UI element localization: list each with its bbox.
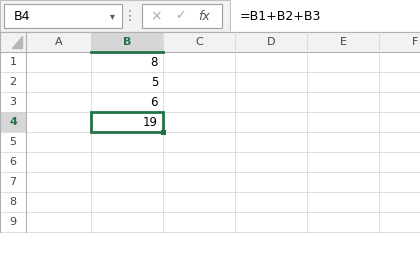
Text: F: F (412, 37, 418, 47)
Text: 9: 9 (9, 217, 16, 227)
Bar (0, 0, 420, 32)
Bar (91, 32, 163, 52)
Text: 8: 8 (9, 197, 16, 207)
Text: 2: 2 (9, 77, 16, 87)
Text: 19: 19 (143, 116, 158, 128)
Text: A: A (55, 37, 62, 47)
Bar (231, 0, 420, 32)
Text: ⋮: ⋮ (123, 9, 137, 23)
Bar (0, 0, 420, 32)
Bar (160, 130, 165, 134)
Text: B: B (123, 37, 131, 47)
Text: 5: 5 (10, 137, 16, 147)
Text: ▾: ▾ (110, 11, 114, 21)
Bar (0, 112, 26, 132)
Text: 5: 5 (151, 76, 158, 88)
Text: 1: 1 (10, 57, 16, 67)
Text: ×: × (150, 9, 162, 23)
Text: 6: 6 (150, 95, 158, 109)
Bar (0, 32, 420, 52)
Text: fx: fx (198, 10, 210, 22)
Text: D: D (267, 37, 275, 47)
Text: C: C (195, 37, 203, 47)
Bar (0, 32, 26, 52)
Text: =B1+B2+B3: =B1+B2+B3 (240, 10, 321, 22)
Text: ✓: ✓ (175, 10, 185, 22)
Bar (142, 4, 222, 28)
Text: 3: 3 (10, 97, 16, 107)
Text: B4: B4 (14, 10, 31, 22)
Polygon shape (12, 36, 22, 48)
Text: 6: 6 (10, 157, 16, 167)
Bar (4, 4, 122, 28)
Text: 8: 8 (151, 55, 158, 69)
Bar (91, 112, 163, 132)
Text: 4: 4 (9, 117, 17, 127)
Bar (0, 32, 420, 252)
Text: E: E (339, 37, 346, 47)
Bar (91, 112, 163, 132)
Text: 7: 7 (9, 177, 16, 187)
Text: 19: 19 (143, 116, 158, 128)
